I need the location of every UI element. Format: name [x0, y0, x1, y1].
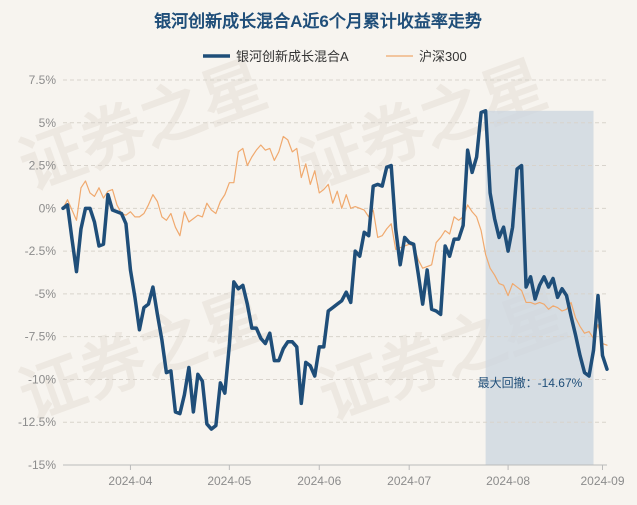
y-tick-label: -5%	[35, 287, 57, 301]
y-tick-label: -12.5%	[18, 415, 56, 429]
y-tick-label: -7.5%	[25, 330, 57, 344]
x-tick-label: 2024-06	[297, 474, 341, 488]
y-tick-label: 2.5%	[29, 159, 57, 173]
watermark-text: 证券之星	[10, 278, 275, 433]
y-tick-label: 5%	[39, 116, 57, 130]
y-tick-label: 0%	[39, 201, 57, 215]
legend-label-index: 沪深300	[419, 49, 467, 64]
legend: 银河创新成长混合A 沪深300	[203, 49, 467, 64]
x-tick-label: 2024-05	[207, 474, 251, 488]
y-tick-label: -10%	[28, 372, 56, 386]
x-tick-label: 2024-04	[108, 474, 152, 488]
x-axis: 2024-04 2024-05 2024-06 2024-07 2024-08 2024-…	[108, 465, 625, 488]
x-tick-label: 2024-08	[486, 474, 530, 488]
x-tick-label: 2024-09	[580, 474, 624, 488]
y-tick-label: 7.5%	[29, 73, 57, 87]
chart-title: 银河创新成长混合A近6个月累计收益率走势	[154, 11, 482, 31]
series-line-fund	[61, 109, 609, 431]
y-axis: 7.5% 5% 2.5% 0% -2.5% -5% -7.5% -10% -12.5% -15%	[18, 73, 56, 472]
series-layer	[61, 109, 609, 431]
y-tick-label: -15%	[28, 458, 56, 472]
legend-label-fund: 银河创新成长混合A	[236, 49, 349, 64]
y-tick-label: -2.5%	[25, 244, 57, 258]
series-line-index	[62, 135, 608, 346]
drawdown-label: 最大回撤：-14.67%	[478, 375, 583, 390]
x-tick-label: 2024-07	[387, 474, 431, 488]
